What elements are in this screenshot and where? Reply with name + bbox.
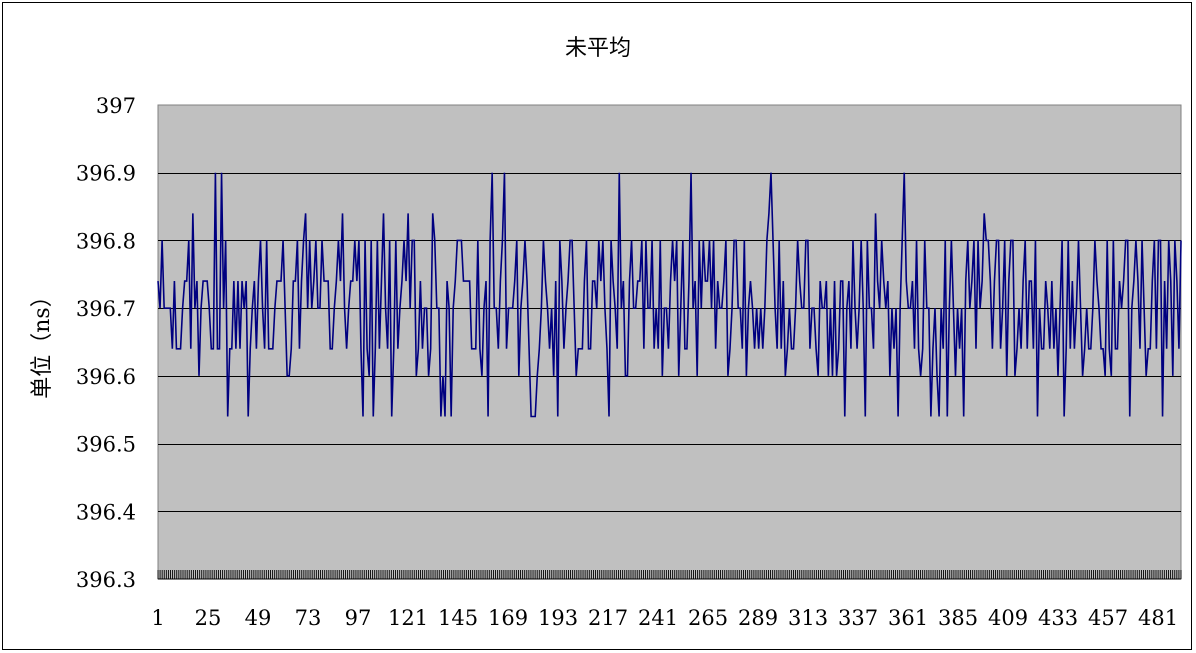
- y-tick-label: 396.8: [76, 229, 136, 253]
- y-axis-tick-labels: 396.3 396.4 396.5 396.6 396.7 396.8 396.9 397: [76, 94, 136, 592]
- x-tick-label: 241: [638, 606, 678, 630]
- x-tick-label: 1: [151, 606, 164, 630]
- x-tick-label: 145: [438, 606, 478, 630]
- x-tick-label: 97: [345, 606, 372, 630]
- y-tick-label: 397: [96, 94, 136, 118]
- x-tick-label: 169: [488, 606, 528, 630]
- series-line: [157, 172, 1182, 418]
- y-tick-label: 396.4: [76, 500, 136, 524]
- y-tick-label: 396.3: [76, 568, 136, 592]
- series-group: [157, 172, 1182, 418]
- x-tick-label: 481: [1138, 606, 1178, 630]
- x-tick-label: 385: [938, 606, 978, 630]
- y-tick-label: 396.9: [76, 162, 136, 186]
- x-tick-label: 361: [888, 606, 928, 630]
- chart-title: 未平均: [564, 36, 631, 61]
- x-tick-label: 193: [538, 606, 578, 630]
- plot-area: [157, 104, 1182, 580]
- x-tick-label: 313: [788, 606, 828, 630]
- x-tick-label: 25: [195, 606, 222, 630]
- x-tick-label: 73: [295, 606, 322, 630]
- y-tick-label: 396.5: [76, 433, 136, 457]
- x-tick-label: 457: [1088, 606, 1128, 630]
- x-axis-tick-labels: 1 25 49 73 97 121 145 169 193 217 241 265 289 313 337 3…: [151, 606, 1178, 630]
- y-tick-label: 396.7: [76, 297, 136, 321]
- x-tick-label: 337: [838, 606, 878, 630]
- x-axis-minor-ticks: [157, 570, 1182, 580]
- y-tick-label: 396.6: [76, 365, 136, 389]
- x-tick-label: 265: [688, 606, 728, 630]
- x-tick-label: 49: [245, 606, 272, 630]
- x-tick-label: 217: [588, 606, 628, 630]
- x-tick-label: 289: [738, 606, 778, 630]
- x-tick-label: 433: [1038, 606, 1078, 630]
- x-tick-label: 409: [988, 606, 1028, 630]
- x-tick-label: 121: [388, 606, 428, 630]
